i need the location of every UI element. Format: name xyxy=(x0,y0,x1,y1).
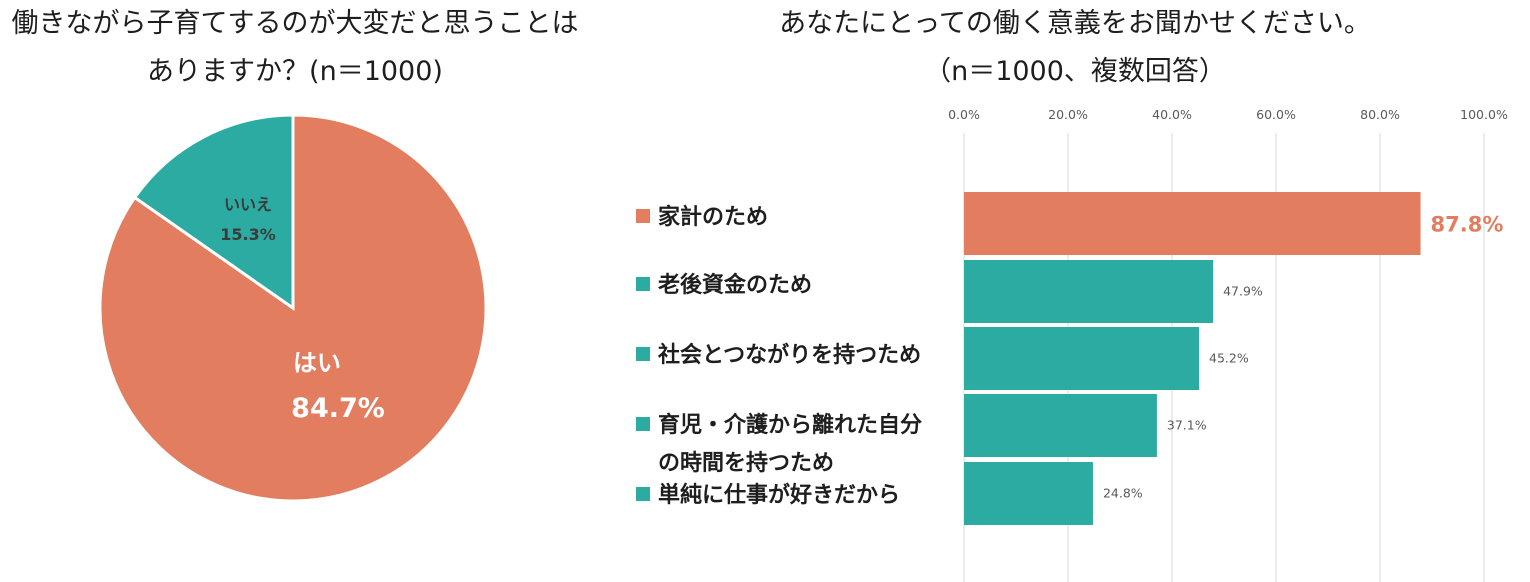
bar xyxy=(964,462,1093,525)
bar-category-label: 家計のため xyxy=(636,202,768,234)
legend-square-icon xyxy=(636,209,650,223)
bar-title-line1: あなたにとっての働く意義をお聞かせください。 xyxy=(779,8,1371,39)
bar-category-label: 社会とつながりを持つため xyxy=(636,340,921,372)
bar-value-label: 45.2% xyxy=(1209,351,1249,366)
category-text-line2: の時間を持つため xyxy=(658,451,835,476)
bar-value-label: 87.8% xyxy=(1431,213,1504,237)
x-tick-label: 80.0% xyxy=(1360,107,1400,122)
bar-value-label: 47.9% xyxy=(1223,284,1263,299)
pie-slice-label: はい xyxy=(293,349,341,377)
category-text: 家計のため xyxy=(658,205,769,230)
x-tick-label: 100.0% xyxy=(1460,107,1508,122)
pie-slice xyxy=(98,113,488,503)
pie-title-line1: 働きながら子育てするのが大変だと思うことは xyxy=(11,8,579,39)
bar-category-label: 単純に仕事が好きだから xyxy=(636,480,900,512)
category-text: 社会とつながりを持つため xyxy=(658,343,922,368)
legend-square-icon xyxy=(636,347,650,361)
pie-value-label: 84.7% xyxy=(291,393,385,424)
bar-value-label: 37.1% xyxy=(1167,418,1207,433)
pie-title-line2: ありますか？(n＝1000) xyxy=(147,56,443,87)
bar xyxy=(964,394,1157,457)
bar-title-line2: （n＝1000、複数回答） xyxy=(924,56,1226,87)
legend-square-icon xyxy=(636,487,650,501)
bar xyxy=(964,260,1214,323)
x-tick-label: 60.0% xyxy=(1256,107,1296,122)
bar-category-label: 老後資金のため xyxy=(636,270,812,302)
pie-slice-label: いいえ xyxy=(224,195,272,214)
pie-value-label: 15.3% xyxy=(220,225,276,244)
x-tick-label: 20.0% xyxy=(1048,107,1088,122)
pie-slice xyxy=(132,113,295,311)
bar-category-label: 育児・介護から離れた自分 の時間を持つため xyxy=(636,410,922,480)
legend-square-icon xyxy=(636,417,650,431)
category-text: 老後資金のため xyxy=(658,273,813,298)
x-tick-label: 40.0% xyxy=(1152,107,1192,122)
category-text: 育児・介護から離れた自分 xyxy=(658,413,923,438)
bar xyxy=(964,192,1421,255)
x-tick-label: 0.0% xyxy=(948,107,980,122)
legend-square-icon xyxy=(636,277,650,291)
bar-value-label: 24.8% xyxy=(1103,486,1143,501)
bar xyxy=(964,327,1200,390)
pie-chart-title: 働きながら子育てするのが大変だと思うことは ありますか？(n＝1000) xyxy=(0,0,590,96)
bar-chart-title: あなたにとっての働く意義をお聞かせください。 （n＝1000、複数回答） xyxy=(755,0,1395,96)
category-text: 単純に仕事が好きだから xyxy=(658,483,901,508)
